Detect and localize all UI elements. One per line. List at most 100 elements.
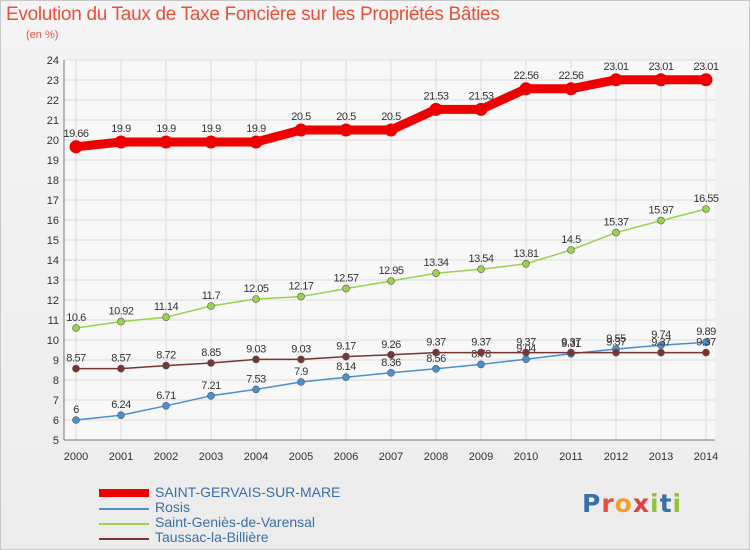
data-point [609, 73, 623, 87]
y-tick-label: 12 [47, 295, 59, 307]
y-tick-label: 21 [47, 115, 59, 127]
x-tick-label: 2006 [334, 451, 358, 463]
data-point [342, 352, 350, 361]
data-label: 21.53 [468, 90, 493, 102]
data-point [657, 341, 665, 350]
data-label: 9.37 [696, 337, 716, 349]
data-label: 15.37 [603, 217, 628, 229]
data-point [339, 123, 353, 137]
data-label: 9.37 [516, 337, 536, 349]
data-point [612, 348, 620, 357]
data-point [159, 135, 173, 149]
data-label: 8.72 [156, 350, 176, 362]
data-label: 19.9 [156, 123, 176, 135]
data-label: 16.55 [693, 193, 718, 205]
data-point [114, 135, 128, 149]
data-label: 13.34 [423, 257, 448, 269]
legend-swatch [99, 489, 149, 497]
data-label: 9.03 [291, 343, 311, 355]
data-point [162, 313, 170, 322]
data-point [477, 348, 485, 357]
x-tick-label: 2013 [649, 451, 673, 463]
y-tick-label: 10 [47, 335, 59, 347]
data-label: 12.95 [378, 265, 403, 277]
data-point [384, 123, 398, 137]
data-label: 20.5 [381, 111, 401, 123]
data-label: 22.56 [513, 70, 538, 82]
data-point [204, 135, 218, 149]
data-label: 9.03 [246, 343, 266, 355]
data-point [699, 73, 713, 87]
data-label: 8.56 [426, 353, 446, 365]
legend-swatch [99, 538, 149, 540]
data-label: 22.56 [558, 70, 583, 82]
data-point [612, 228, 620, 237]
data-label: 9.55 [606, 333, 626, 345]
data-point [162, 401, 170, 410]
data-point [657, 216, 665, 225]
legend-swatch [99, 523, 149, 525]
y-tick-label: 23 [47, 75, 59, 87]
y-tick-label: 9 [53, 355, 59, 367]
y-tick-label: 7 [53, 395, 59, 407]
x-tick-label: 2005 [289, 451, 313, 463]
data-label: 12.57 [333, 273, 358, 285]
data-point [297, 292, 305, 301]
data-point [702, 338, 710, 347]
x-tick-label: 2007 [379, 451, 403, 463]
data-point [702, 348, 710, 357]
legend-label: Saint-Geniès-de-Varensal [155, 514, 316, 530]
data-label: 19.66 [63, 128, 88, 140]
data-label: 8.36 [381, 357, 401, 369]
data-point [432, 348, 440, 357]
y-tick-label: 15 [47, 235, 59, 247]
data-label: 9.37 [426, 337, 446, 349]
data-label: 12.05 [243, 283, 268, 295]
data-label: 14.5 [561, 234, 581, 246]
x-tick-label: 2003 [199, 451, 223, 463]
x-tick-label: 2014 [694, 451, 718, 463]
y-tick-label: 8 [53, 375, 59, 387]
data-point [432, 364, 440, 373]
data-label: 9.26 [381, 339, 401, 351]
data-point [477, 265, 485, 274]
data-point [657, 348, 665, 357]
y-tick-label: 20 [47, 135, 59, 147]
data-point [522, 355, 530, 364]
data-label: 23.01 [603, 61, 628, 73]
y-tick-label: 24 [47, 55, 59, 67]
data-label: 19.9 [201, 123, 221, 135]
data-point [249, 135, 263, 149]
data-label: 23.01 [648, 61, 673, 73]
data-label: 9.37 [606, 337, 626, 349]
data-label: 9.89 [696, 326, 716, 338]
data-point [252, 355, 260, 364]
data-point [294, 123, 308, 137]
data-point [72, 364, 80, 373]
data-point [387, 350, 395, 359]
data-label: 12.17 [288, 281, 313, 293]
data-point [342, 373, 350, 382]
data-label: 6.24 [111, 399, 131, 411]
data-point [429, 102, 443, 116]
data-point [207, 302, 215, 310]
data-label: 10.6 [66, 312, 86, 324]
y-tick-label: 13 [47, 275, 59, 287]
data-label: 20.5 [291, 111, 311, 123]
data-label: 23.01 [693, 61, 718, 73]
data-point [69, 140, 83, 154]
data-label: 6 [73, 404, 79, 416]
data-label: 21.53 [423, 90, 448, 102]
data-label: 7.9 [294, 366, 308, 378]
data-point [477, 360, 485, 369]
legend-label: SAINT-GERVAIS-SUR-MARE [155, 484, 341, 500]
legend-label: Rosis [155, 499, 191, 515]
data-point [387, 277, 395, 285]
y-tick-label: 6 [53, 415, 59, 427]
data-point [342, 284, 350, 293]
data-point [567, 348, 575, 357]
chart-title: Evolution du Taux de Taxe Foncière sur l… [6, 4, 500, 25]
x-tick-label: 2009 [469, 451, 493, 463]
x-tick-label: 2002 [154, 451, 178, 463]
